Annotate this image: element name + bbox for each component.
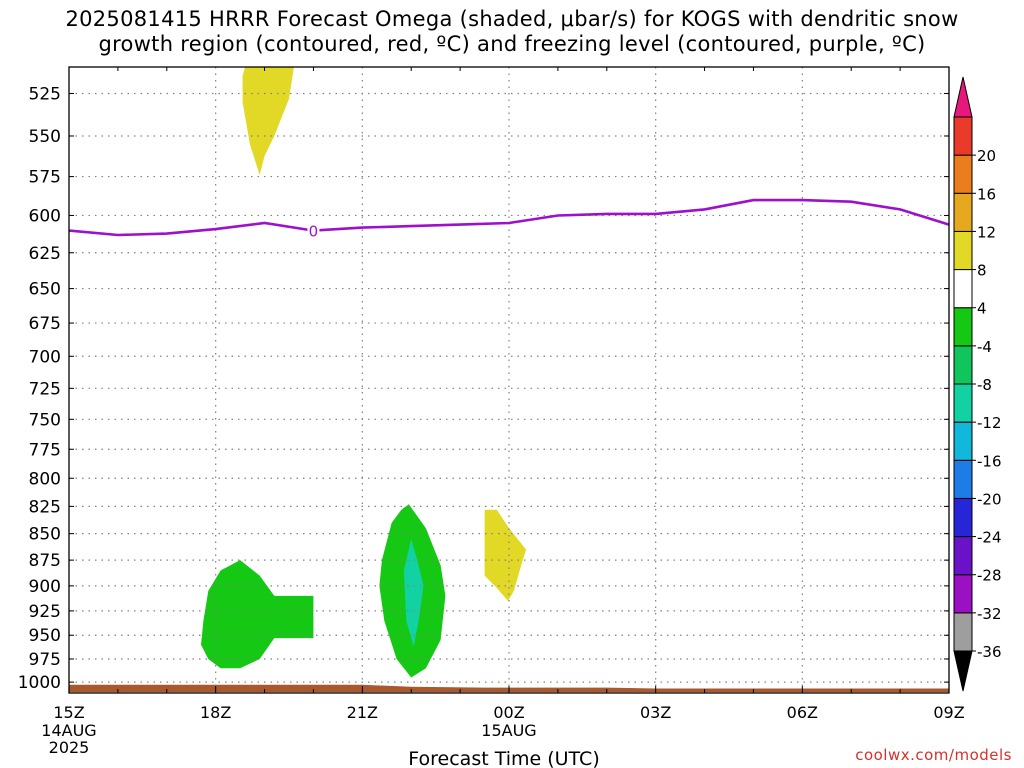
y-tick-label-550: 550	[29, 127, 61, 147]
y-tick-label-825: 825	[29, 497, 61, 517]
y-tick-label-700: 700	[29, 347, 61, 367]
y-tick-label-900: 900	[29, 577, 61, 597]
colorbar-label-3: -24	[977, 529, 1002, 547]
colorbar-label-4: -20	[977, 490, 1002, 508]
x-tick-label-18: 09Z	[933, 703, 964, 722]
y-tick-label-975: 975	[29, 650, 61, 670]
site-credit[interactable]: coolwx.com/models	[855, 746, 1012, 764]
x-tick-label-12: 03Z	[640, 703, 671, 722]
x-axis-title: Forecast Time (UTC)	[408, 748, 599, 768]
y-tick-label-575: 575	[29, 168, 61, 188]
colorbar-over-arrow	[953, 76, 973, 118]
y-tick-label-800: 800	[29, 469, 61, 489]
shaded-upper-yellow	[242, 67, 294, 175]
y-tick-label-850: 850	[29, 525, 61, 545]
colorbar-label-7: -8	[977, 376, 992, 394]
y-tick-label-875: 875	[29, 551, 61, 571]
colorbar-bin-4	[953, 459, 973, 499]
colorbar-label-5: -16	[977, 452, 1002, 470]
freezing-level-label-bg	[307, 221, 320, 239]
colorbar-label-2: -28	[977, 567, 1002, 585]
colorbar-bin-1	[953, 574, 973, 614]
chart-title-line-1: 2025081415 HRRR Forecast Omega (shaded, …	[65, 7, 959, 31]
colorbar-bin-13	[953, 116, 973, 156]
colorbar-label-1: -32	[977, 605, 1002, 623]
colorbar-label-13: 20	[977, 147, 996, 165]
x-date-label-0-0: 14AUG	[41, 721, 96, 740]
colorbar-bin-3	[953, 497, 973, 538]
x-tick-label-6: 21Z	[347, 703, 378, 722]
colorbar-bin-9	[953, 269, 973, 309]
shaded-teal-mid	[403, 539, 424, 647]
colorbar-bin-5	[953, 421, 973, 461]
y-tick-label-750: 750	[29, 410, 61, 430]
colorbar-label-11: 12	[977, 223, 996, 241]
colorbar-label-10: 8	[977, 262, 987, 280]
y-tick-label-525: 525	[29, 84, 61, 104]
colorbar-label-9: 4	[977, 300, 987, 318]
y-tick-label-625: 625	[29, 244, 61, 264]
x-date-label-9-0: 15AUG	[481, 721, 536, 740]
x-tick-label-15: 06Z	[787, 703, 818, 722]
colorbar-bin-12	[953, 154, 973, 194]
colorbar-bin-6	[953, 383, 973, 423]
colorbar-bin-2	[953, 536, 973, 576]
y-tick-label-725: 725	[29, 379, 61, 399]
x-date-label-0-1: 2025	[49, 738, 90, 757]
colorbar-bin-7	[953, 345, 973, 385]
colorbar-bin-11	[953, 192, 973, 232]
x-tick-label-3: 18Z	[200, 703, 231, 722]
colorbar-under-arrow	[953, 650, 973, 692]
chart-title-line-2: growth region (contoured, red, ºC) and f…	[98, 32, 926, 56]
y-tick-label-650: 650	[29, 280, 61, 300]
shaded-lower-yellow	[484, 509, 527, 601]
freezing-level-line	[69, 198, 949, 237]
colorbar-bin-0	[953, 612, 973, 652]
y-tick-label-600: 600	[29, 206, 61, 226]
y-tick-label-775: 775	[29, 440, 61, 460]
y-tick-label-925: 925	[29, 602, 61, 622]
colorbar-label-6: -12	[977, 414, 1002, 432]
shaded-green-left	[201, 560, 314, 669]
colorbar-bin-8	[953, 307, 973, 347]
x-tick-label-0: 15Z	[53, 703, 84, 722]
colorbar-bin-10	[953, 230, 973, 271]
y-tick-label-675: 675	[29, 314, 61, 334]
y-tick-label-1000: 1000	[18, 673, 61, 693]
colorbar-label-8: -4	[977, 338, 992, 356]
plot-frame	[68, 66, 950, 694]
colorbar-label-12: 16	[977, 185, 996, 203]
freezing-level-label: 0	[309, 223, 319, 241]
x-tick-label-9: 00Z	[493, 703, 524, 722]
y-tick-label-950: 950	[29, 626, 61, 646]
colorbar-label-0: -36	[977, 643, 1002, 661]
